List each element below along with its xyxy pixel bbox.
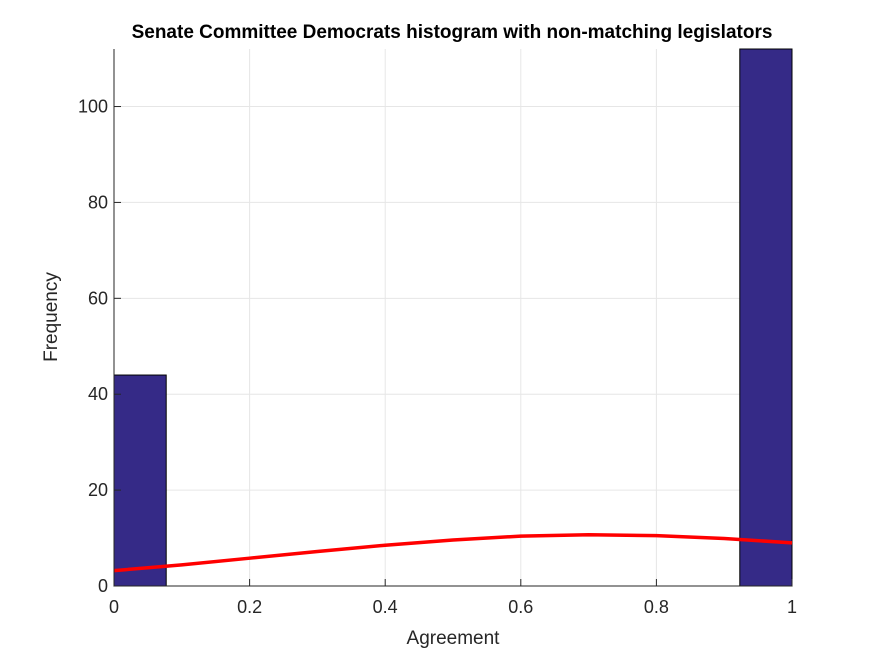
x-tick-label: 0.6: [508, 597, 533, 617]
y-axis-label: Frequency: [41, 272, 62, 362]
y-tick-label: 0: [98, 576, 108, 596]
x-tick-label: 0.4: [373, 597, 398, 617]
y-tick-label: 60: [88, 288, 108, 308]
x-axis-label: Agreement: [407, 628, 501, 649]
x-tick-label: 0: [109, 597, 119, 617]
chart-title: Senate Committee Democrats histogram wit…: [132, 22, 773, 43]
x-tick-label: 0.8: [644, 597, 669, 617]
y-tick-label: 40: [88, 384, 108, 404]
y-tick-label: 100: [78, 97, 108, 117]
fit-curve: [113, 532, 793, 573]
histogram-bar: [113, 374, 167, 587]
histogram-bar: [739, 48, 793, 587]
y-tick-label: 80: [88, 192, 108, 212]
x-tick-label: 1: [787, 597, 797, 617]
y-tick-label: 20: [88, 480, 108, 500]
axes: [113, 49, 793, 587]
grid-lines: [113, 49, 793, 587]
histogram-bars: [113, 48, 793, 587]
fit-curve-group: [113, 532, 793, 573]
tick-labels: 0 0.2 0.4 0.6 0.8 1 0 20 40 60 80 100: [78, 97, 797, 617]
x-tick-label: 0.2: [237, 597, 262, 617]
